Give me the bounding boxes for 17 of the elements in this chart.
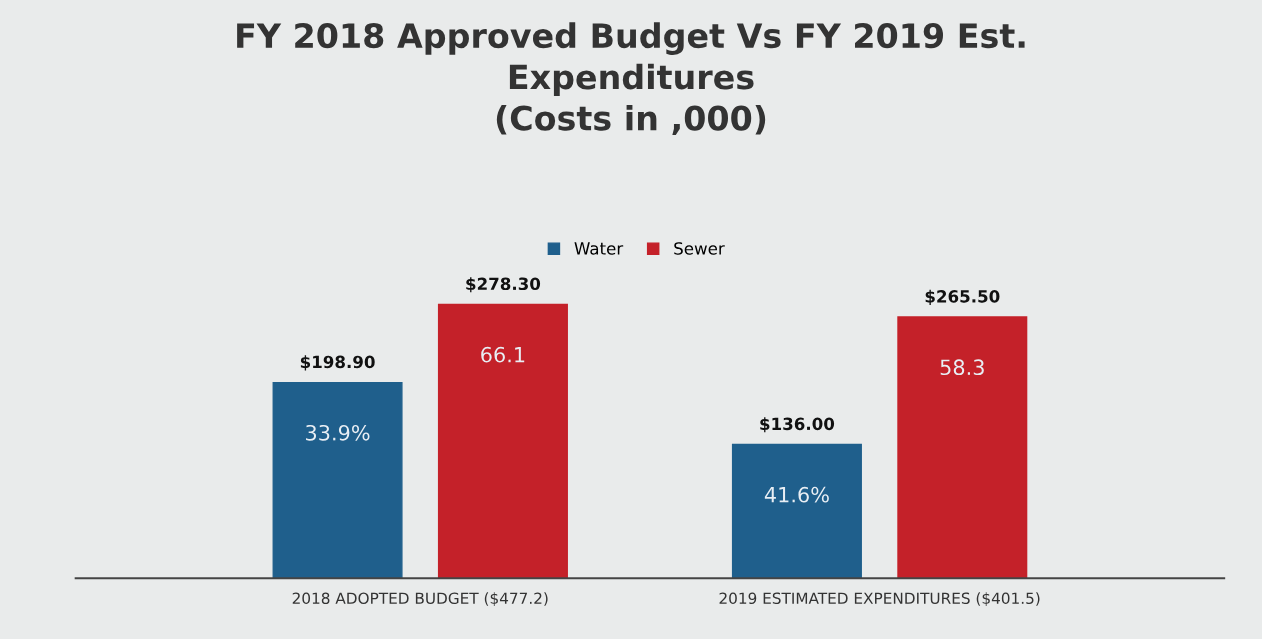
chart-title: FY 2018 Approved Budget Vs FY 2019 Est. Expenditures (Costs in ,000) bbox=[237, 22, 1025, 135]
bar bbox=[731, 443, 862, 579]
data-label: $265.50 bbox=[925, 289, 1000, 305]
data-label: $136.00 bbox=[760, 417, 835, 433]
bar bbox=[897, 316, 1028, 579]
annotation: 58.3 bbox=[940, 359, 984, 376]
annotation: 41.6% bbox=[764, 486, 829, 503]
data-label: $198.90 bbox=[300, 355, 375, 371]
annotation: 66.1 bbox=[481, 346, 525, 363]
bar bbox=[272, 381, 403, 579]
x-tick-label: 2019 ESTIMATED EXPENDITURES ($401.5) bbox=[719, 592, 1040, 607]
x-tick-label: 2018 ADOPTED BUDGET ($477.2) bbox=[292, 592, 548, 607]
bar bbox=[437, 303, 568, 579]
legend-label: Water bbox=[574, 242, 624, 255]
legend-label: Sewer bbox=[674, 242, 725, 255]
annotation: 33.9% bbox=[306, 424, 370, 441]
data-label: $278.30 bbox=[466, 277, 541, 293]
